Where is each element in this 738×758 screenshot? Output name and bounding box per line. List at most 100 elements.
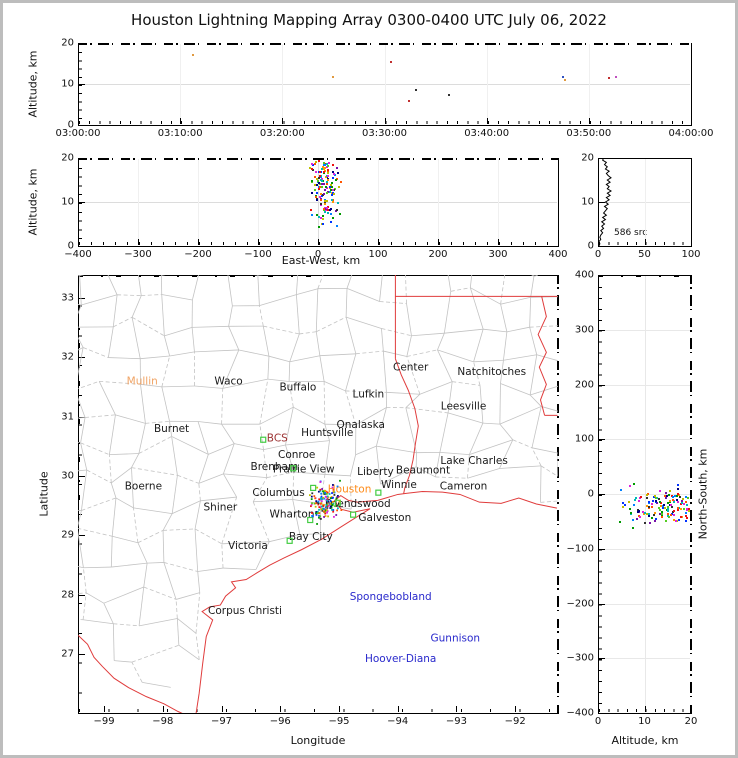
lightning-source-point	[320, 508, 323, 511]
lightning-source-point	[320, 498, 323, 501]
city-label: Wharton	[270, 509, 315, 521]
county-line	[345, 316, 357, 354]
lightning-source-point	[323, 516, 325, 518]
city-label: Galveston	[358, 512, 411, 524]
ew-axis-tick-label: −300	[124, 249, 152, 260]
lightning-source-point	[335, 179, 338, 182]
alt-axis-tick-label: 0	[67, 240, 74, 252]
lightning-source-point	[322, 490, 324, 493]
county-line	[288, 381, 294, 408]
lightning-source-point	[326, 212, 329, 215]
clipped-sources-top-edge	[78, 158, 559, 160]
histogram-line	[598, 158, 613, 246]
lightning-source-point	[655, 501, 658, 504]
minor-ticks	[599, 709, 690, 712]
lightning-source-point	[312, 163, 315, 166]
lightning-source-point	[329, 497, 332, 500]
county-line	[138, 586, 145, 626]
lightning-source-point	[323, 162, 326, 165]
lightning-source-point	[326, 170, 329, 173]
county-line	[263, 325, 300, 335]
lightning-source-point	[316, 510, 319, 513]
lightning-source-point	[322, 179, 325, 182]
page-title: Houston Lightning Mapping Array 0300-040…	[131, 11, 607, 29]
city-label: Center	[393, 362, 429, 374]
lightning-source-point	[336, 485, 339, 488]
lightning-source-point	[651, 516, 654, 519]
county-line	[169, 421, 173, 437]
county-line	[315, 331, 321, 356]
county-line	[82, 347, 109, 358]
lightning-source-point	[634, 496, 637, 499]
county-line	[267, 378, 290, 382]
latitude-axis-tick	[79, 594, 85, 596]
county-line	[221, 543, 224, 569]
lightning-source-point	[321, 508, 324, 511]
ns-axis-tick-label: 300	[574, 324, 594, 336]
alt-axis-tick	[599, 158, 605, 159]
county-line	[531, 406, 542, 448]
lightning-source-point	[680, 502, 683, 505]
gridline	[588, 44, 590, 124]
lma-station-marker	[286, 537, 293, 544]
lightning-source-point	[323, 489, 326, 492]
ns-axis-tick	[599, 329, 605, 331]
county-line	[131, 317, 141, 359]
lightning-source-point	[673, 499, 676, 502]
county-line	[499, 423, 514, 441]
county-line	[473, 329, 484, 362]
lightning-source-point	[683, 507, 686, 510]
lightning-source-point	[326, 503, 329, 506]
lightning-source-point	[317, 500, 320, 503]
lightning-source-point	[336, 224, 339, 227]
county-line	[194, 528, 222, 545]
lightning-source-point	[636, 518, 639, 521]
county-line	[439, 451, 470, 456]
lightning-source-point	[314, 497, 317, 500]
lightning-source-point	[637, 509, 640, 512]
county-line	[85, 414, 116, 418]
lightning-source-point	[311, 191, 314, 194]
county-line	[108, 454, 112, 483]
county-line	[252, 501, 270, 542]
lightning-source-point	[319, 195, 322, 198]
lightning-source-point	[336, 495, 339, 497]
lightning-source-point	[318, 216, 321, 219]
county-line	[221, 496, 238, 544]
county-line	[78, 347, 84, 377]
lightning-source-point	[319, 506, 322, 509]
lightning-source-point	[672, 514, 675, 517]
county-line	[345, 316, 382, 329]
lightning-source-point	[678, 493, 681, 496]
city-label: Natchitoches	[457, 366, 526, 378]
lightning-source-point	[331, 217, 334, 220]
lightning-source-point	[311, 162, 314, 165]
lightning-source-point	[325, 191, 328, 194]
gridline	[282, 44, 284, 124]
lightning-source-point	[326, 498, 329, 501]
county-line	[437, 349, 474, 363]
county-line	[223, 473, 238, 498]
lightning-source-point	[329, 185, 332, 188]
lightning-source-point	[676, 498, 679, 501]
lightning-source-point	[614, 76, 617, 79]
city-label: Huntsville	[301, 427, 353, 439]
lightning-source-point	[666, 508, 669, 511]
lightning-source-point	[319, 481, 322, 483]
county-line	[435, 452, 441, 478]
county-line	[324, 423, 356, 426]
lightning-source-point	[640, 495, 643, 498]
county-line	[483, 328, 507, 333]
alt-axis-tick	[79, 84, 85, 85]
county-line	[78, 469, 87, 472]
county-line	[540, 465, 542, 503]
lightning-source-point	[313, 495, 316, 498]
city-label: Lufkin	[353, 388, 385, 400]
minor-ticks	[79, 709, 557, 712]
county-line	[447, 275, 452, 292]
county-line	[112, 623, 115, 661]
lightning-source-point	[329, 499, 332, 502]
lightning-source-point	[329, 213, 332, 216]
lightning-source-point	[326, 209, 329, 212]
county-line	[345, 390, 387, 393]
